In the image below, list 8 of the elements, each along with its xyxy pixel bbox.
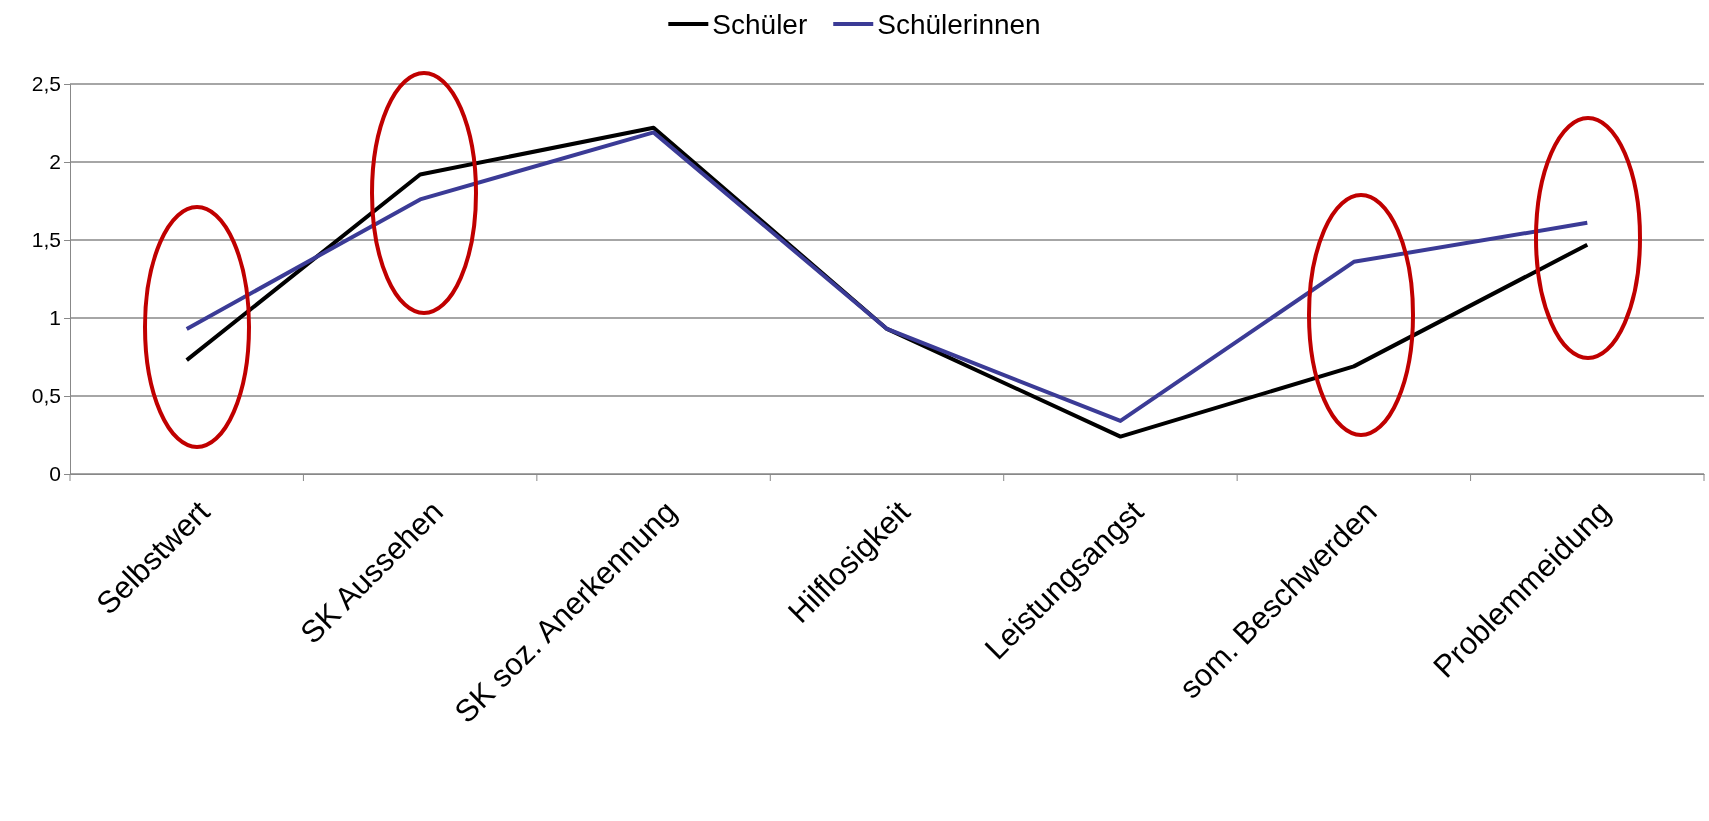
y-tick-label: 0,5 [31, 384, 61, 408]
y-tick-label: 1,5 [31, 228, 61, 252]
legend-label: Schülerinnen [877, 8, 1041, 40]
y-tick-label: 2 [49, 150, 61, 174]
legend-label: Schüler [712, 8, 808, 40]
y-tick-label: 2,5 [31, 72, 61, 96]
y-tick-label: 1 [49, 306, 61, 330]
y-tick-label: 0 [49, 462, 61, 486]
